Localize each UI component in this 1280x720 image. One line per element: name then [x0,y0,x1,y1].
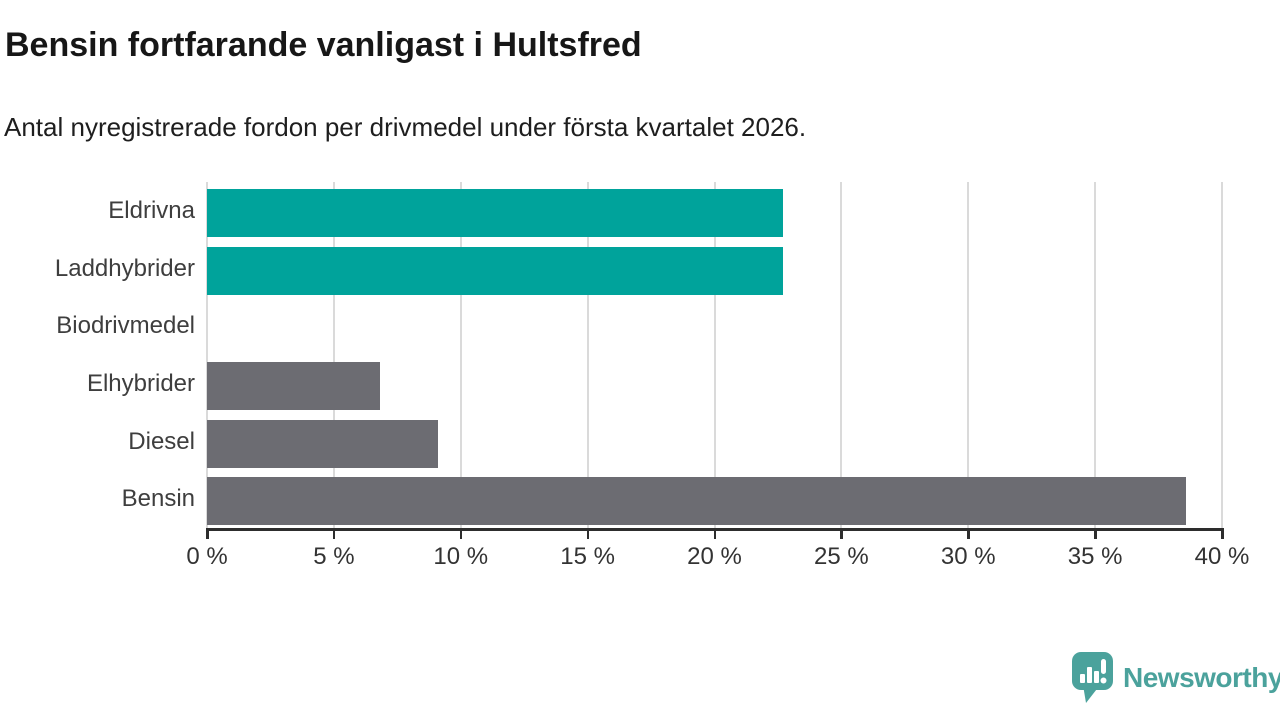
x-tick-label-20pct: 20 % [687,543,742,570]
x-tick-5pct [332,528,336,539]
x-tick-label-15pct: 15 % [560,543,615,570]
x-tick-15pct [586,528,590,539]
bar-bensin [207,477,1187,526]
x-tick-label-40pct: 40 % [1194,543,1250,570]
chart-subtitle: Antal nyregistrerade fordon per drivmede… [4,112,807,142]
x-tick-25pct [840,528,843,539]
category-label-biodrivmedel: Biodrivmedel [56,312,195,340]
x-tick-label-5pct: 5 % [313,543,355,570]
x-tick-35pct [1094,528,1097,539]
x-tick-label-30pct: 30 % [940,543,996,570]
newsworthy-logo: Newsworthy [1072,652,1280,704]
chart-title: Bensin fortfarande vanligast i Hultsfred [5,26,642,64]
gridline-5pct [332,182,335,528]
x-tick-40pct [1221,528,1224,539]
category-label-laddhybrider: Laddhybrider [54,254,195,282]
category-label-diesel: Diesel [128,427,195,455]
x-tick-label-0pct: 0 % [186,543,228,570]
bar-diesel [207,419,438,468]
x-tick-0pct [206,528,209,539]
bar-eldrivna [207,189,783,237]
gridline-10pct [459,182,462,528]
gridline-30pct [967,182,970,528]
gridline-35pct [1094,182,1097,528]
gridline-25pct [840,182,843,528]
gridline-15pct [586,182,589,528]
x-tick-20pct [713,528,716,539]
x-tick-30pct [967,528,970,539]
x-tick-label-25pct: 25 % [814,543,869,570]
gridline-20pct [713,182,716,528]
bar-laddhybrider [207,246,783,295]
x-tick-label-35pct: 35 % [1067,543,1123,570]
newsworthy-wordmark: Newsworthy [1123,662,1280,693]
bar-elhybrider [207,362,380,410]
category-label-elhybrider: Elhybrider [86,370,195,397]
x-tick-label-10pct: 10 % [433,543,489,570]
x-tick-10pct [459,528,463,539]
gridline-40pct [1221,182,1223,528]
plot-area [206,182,1223,528]
newsworthy-chart-bubble-icon [1072,652,1113,703]
category-label-bensin: Bensin [121,485,195,513]
category-label-eldrivna: Eldrivna [108,197,195,224]
gridline-0pct [206,182,208,528]
